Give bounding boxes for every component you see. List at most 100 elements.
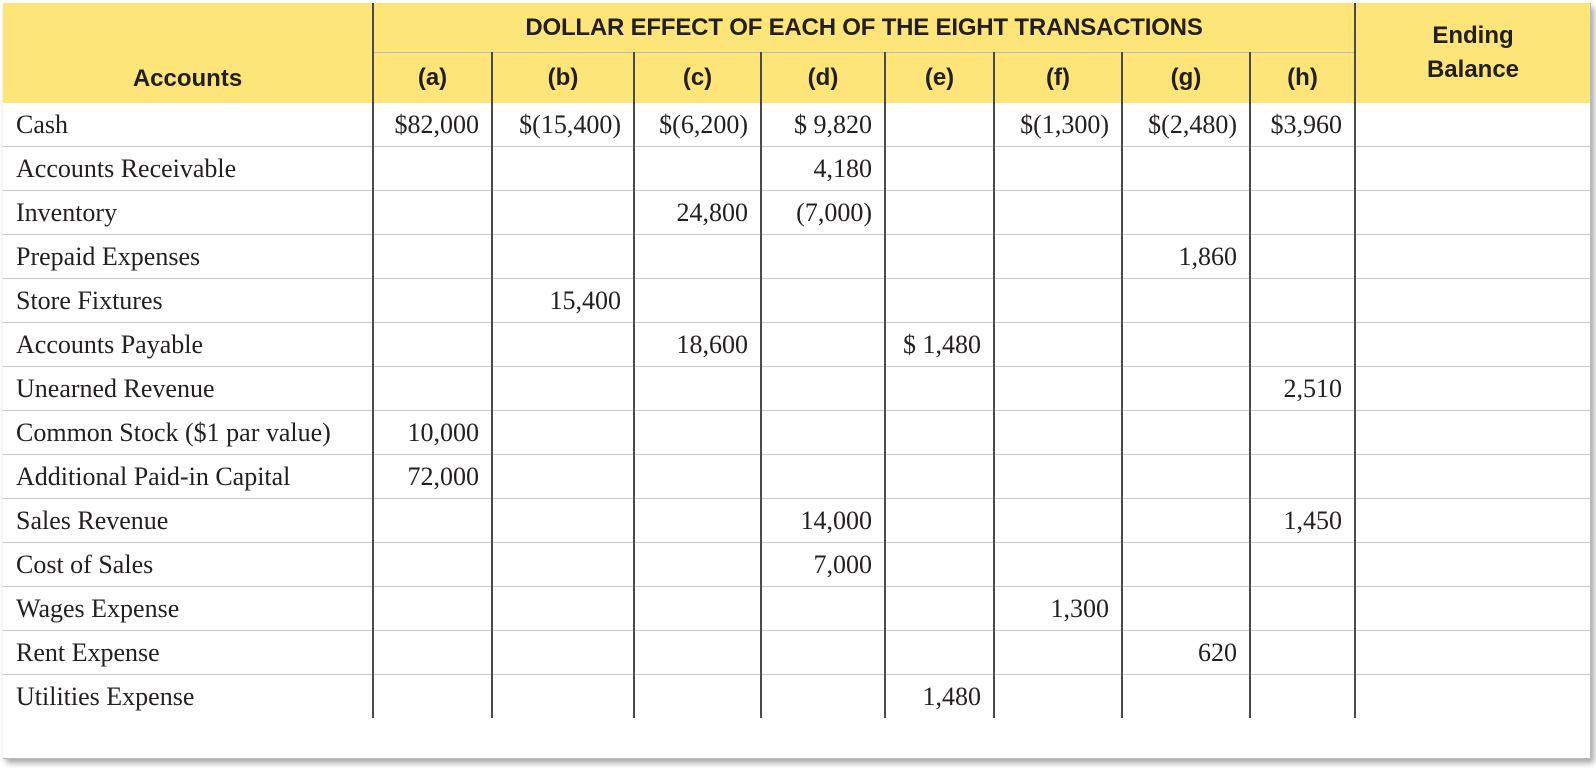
amount-cell — [372, 498, 492, 543]
amount-cell — [633, 366, 761, 411]
amount-cell — [1121, 498, 1250, 543]
ending-balance-cell — [1354, 278, 1590, 323]
amount-cell — [633, 674, 761, 718]
account-name-cell: Accounts Payable — [3, 322, 373, 367]
amount-cell — [760, 674, 885, 718]
amount-cell — [633, 542, 761, 587]
account-name-cell: Common Stock ($1 par value) — [3, 410, 373, 455]
amount-cell: 18,600 — [633, 322, 761, 367]
amount-cell — [372, 630, 492, 675]
table-row: Inventory 24,800 (7,000) — [3, 190, 1590, 235]
transactions-group-header: DOLLAR EFFECT OF EACH OF THE EIGHT TRANS… — [372, 3, 1356, 53]
transaction-column-header: (g) — [1121, 52, 1250, 103]
account-name-cell: Utilities Expense — [16, 681, 195, 711]
account-name-cell: Cash — [3, 103, 373, 147]
amount-cell — [884, 586, 994, 631]
amount-cell — [372, 234, 492, 279]
amount-cell — [993, 146, 1122, 191]
amount-cell — [372, 674, 492, 718]
amount-cell — [491, 542, 634, 587]
amount-cell — [1121, 542, 1250, 587]
amount-cell — [491, 630, 634, 675]
amount-cell — [1249, 278, 1355, 323]
amount-cell — [760, 234, 885, 279]
transaction-column-header: (a) — [372, 52, 492, 103]
account-name-cell: Additional Paid-in Capital — [3, 454, 373, 499]
amount-cell — [993, 674, 1122, 718]
ending-balance-cell — [1354, 630, 1590, 675]
amount-cell — [760, 630, 885, 675]
amount-cell — [633, 234, 761, 279]
transactions-group-title: DOLLAR EFFECT OF EACH OF THE EIGHT TRANS… — [525, 13, 1203, 41]
amount-cell — [884, 454, 994, 499]
accounts-header-label: Accounts — [132, 65, 243, 92]
amount-cell — [372, 146, 492, 191]
account-name-cell: Sales Revenue — [3, 498, 373, 543]
ending-balance-cell — [1354, 146, 1590, 191]
amount-cell: 14,000 — [760, 498, 885, 543]
amount-cell — [1121, 190, 1250, 235]
amount-cell — [372, 278, 492, 323]
amount-cell: $(6,200) — [633, 103, 761, 147]
amount-cell — [993, 366, 1122, 411]
amount-cell — [884, 630, 994, 675]
amount-cell: $82,000 — [372, 103, 492, 147]
amount-cell — [1249, 542, 1355, 587]
amount-cell: 1,450 — [1249, 498, 1355, 543]
ending-balance-cell — [1354, 234, 1590, 279]
ending-header-line2: Balance — [1426, 56, 1520, 83]
amount-cell — [1121, 674, 1250, 718]
amount-cell — [884, 234, 994, 279]
amount-cell — [633, 498, 761, 543]
amount-cell — [633, 278, 761, 323]
amount-cell — [633, 410, 761, 455]
amount-cell — [491, 410, 634, 455]
amount-cell: $3,960 — [1249, 103, 1355, 147]
amount-cell — [1121, 410, 1250, 455]
table-row: Sales Revenue 14,000 1,450 — [3, 498, 1590, 543]
amount-cell — [1121, 322, 1250, 367]
amount-cell — [884, 190, 994, 235]
account-name-cell: Cost of Sales — [3, 542, 373, 587]
amount-cell — [1121, 278, 1250, 323]
amount-cell — [491, 454, 634, 499]
amount-cell: 10,000 — [372, 410, 492, 455]
amount-cell — [1121, 146, 1250, 191]
table-row: Rent Expense 620 — [3, 630, 1590, 675]
ending-balance-cell — [1354, 454, 1590, 499]
table-row: Accounts Receivable 4,180 — [3, 146, 1590, 191]
amount-cell — [993, 322, 1122, 367]
amount-cell — [372, 190, 492, 235]
amount-cell — [993, 454, 1122, 499]
amount-cell — [884, 278, 994, 323]
amount-cell — [993, 278, 1122, 323]
amount-cell — [993, 410, 1122, 455]
account-name-cell: Accounts Receivable — [3, 146, 373, 191]
table-row: Cost of Sales 7,000 — [3, 542, 1590, 587]
account-name-cell: Wages Expense — [3, 586, 373, 631]
account-name-cell: Unearned Revenue — [3, 366, 373, 411]
amount-cell — [633, 630, 761, 675]
amount-cell — [372, 586, 492, 631]
amount-cell: 1,860 — [1121, 234, 1250, 279]
table-row: Accounts Payable 18,600 $ 1,480 — [3, 322, 1590, 367]
account-name-cell: Inventory — [3, 190, 373, 235]
table-row: Wages Expense 1,300 — [3, 586, 1590, 631]
amount-cell — [993, 498, 1122, 543]
table-row: Additional Paid-in Capital 72,000 — [3, 454, 1590, 499]
table-row: Common Stock ($1 par value) 10,000 — [3, 410, 1590, 455]
table-row: Utilities Expense 1,480 — [3, 674, 1590, 718]
amount-cell — [884, 103, 994, 147]
amount-cell: 7,000 — [760, 542, 885, 587]
amount-cell — [993, 630, 1122, 675]
amount-cell — [1249, 322, 1355, 367]
amount-cell: $ 9,820 — [760, 103, 885, 147]
amount-cell: (7,000) — [760, 190, 885, 235]
amount-cell — [633, 146, 761, 191]
accounts-column-header: Accounts — [3, 3, 373, 103]
amount-cell — [760, 454, 885, 499]
amount-cell: $(2,480) — [1121, 103, 1250, 147]
amount-cell — [760, 366, 885, 411]
amount-cell: 620 — [1121, 630, 1250, 675]
amount-cell — [491, 674, 634, 718]
